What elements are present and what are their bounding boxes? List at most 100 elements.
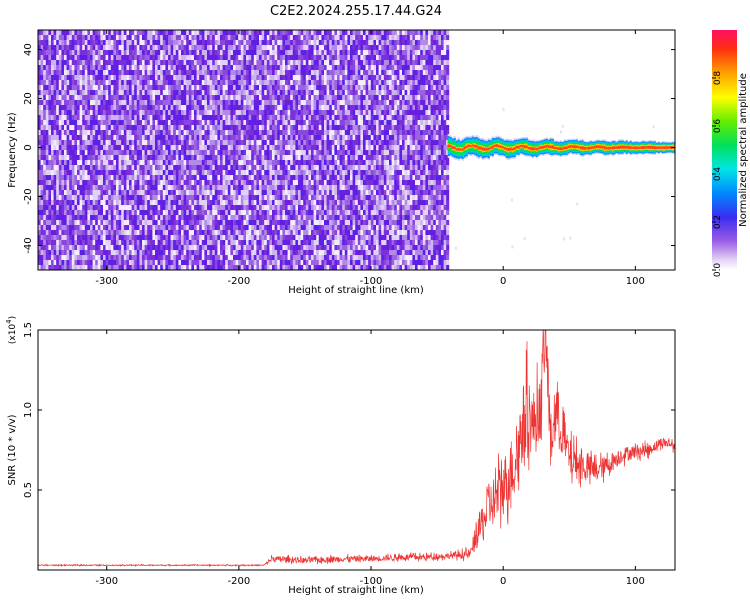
spectrogram-cell [277, 40, 281, 46]
spectrogram-cell [207, 95, 210, 101]
spectrogram-cell [110, 170, 114, 176]
spectrogram-cell [285, 235, 288, 241]
spectrogram-cell [40, 115, 44, 121]
spectrogram-cell [196, 175, 200, 181]
spectrogram-cell [222, 140, 226, 146]
spectrogram-cell [110, 210, 114, 216]
spectrogram-cell [300, 210, 304, 216]
spectrogram-cell [142, 220, 145, 226]
spectrogram-cell [240, 50, 244, 56]
spectrogram-cell [207, 130, 210, 136]
spectrogram-cell [103, 75, 106, 81]
spectrogram-cell [178, 155, 182, 161]
spectrogram-cell [222, 95, 226, 101]
spectrogram-cell [207, 220, 210, 226]
spectrogram-cell [186, 195, 190, 201]
spectrogram-cell [152, 230, 156, 236]
spectrogram-cell [256, 190, 260, 196]
spectrogram-cell [134, 35, 138, 41]
spectrogram-cell [274, 210, 278, 216]
spectrogram-cell [246, 90, 249, 96]
spectrogram-cell [116, 180, 119, 186]
spectrogram-cell [287, 140, 291, 146]
spectrogram-cell [139, 170, 143, 176]
spectrogram-cell [87, 115, 91, 121]
spectrogram-cell [272, 160, 275, 166]
spectrogram-cell [136, 55, 140, 61]
spectrogram-cell [136, 95, 140, 101]
spectrogram-cell [129, 60, 132, 66]
spectrogram-cell [253, 75, 257, 81]
spectrogram-cell [225, 35, 229, 41]
spectrogram-cell [155, 180, 158, 186]
spectrogram-cell [235, 140, 239, 146]
spectrogram-cell [110, 165, 114, 171]
spectrogram-cell [209, 80, 213, 86]
spectrogram-cell [196, 200, 200, 206]
spectrogram-cell [274, 265, 278, 270]
spectrogram-cell [214, 50, 218, 56]
spectrogram-cell [194, 260, 197, 266]
spectrogram-cell [123, 190, 127, 196]
spectrogram-cell [259, 220, 262, 226]
spectrogram-cell [155, 265, 158, 270]
spectrogram-cell [233, 255, 236, 261]
spectrogram-cell [123, 55, 127, 61]
spectrogram-cell [277, 195, 281, 201]
spectrogram-cell [136, 190, 140, 196]
spectrogram-cell [186, 190, 190, 196]
spectrogram-cell [269, 155, 273, 161]
spectrogram-cell [204, 210, 208, 216]
spectrogram-cell [212, 95, 216, 101]
spectrogram-cell [110, 195, 114, 201]
spectrogram-cell [181, 260, 184, 266]
spectrogram-cell [196, 210, 200, 216]
spectrogram-cell [139, 180, 143, 186]
spectrogram-cell [285, 140, 288, 146]
spectrogram-cell [204, 45, 208, 51]
spectrogram-cell [97, 70, 101, 76]
spectrogram-cell [95, 100, 99, 106]
spectrogram-cell [194, 160, 197, 166]
spectrogram-cell [77, 45, 80, 51]
spectrogram-cell [92, 250, 96, 256]
spectrogram-cell [97, 30, 101, 36]
spectrogram-cell [51, 200, 54, 206]
spectrogram-cell [147, 110, 151, 116]
spectrogram-cell [157, 210, 161, 216]
spectrogram-cell [134, 65, 138, 71]
spectrogram-cell [181, 100, 184, 106]
spectrogram-cell [105, 50, 109, 56]
spectrogram-cell [90, 250, 93, 256]
spectrogram-cell [269, 35, 273, 41]
spectrogram-cell [222, 180, 226, 186]
spectrogram-cell [136, 40, 140, 46]
spectrogram-cell [207, 110, 210, 116]
spectrogram-cell [116, 170, 119, 176]
spectrogram-cell [84, 175, 88, 181]
spectrogram-cell [71, 110, 75, 116]
spectrogram-cell [181, 60, 184, 66]
spectrogram-cell [287, 90, 291, 96]
spectrogram-cell [40, 110, 44, 116]
spectrogram-cell [274, 150, 278, 156]
spectrogram-cell [165, 225, 169, 231]
spectrogram-cell [87, 155, 91, 161]
spectrogram-cell [212, 110, 216, 116]
spectrogram-cell [40, 215, 44, 221]
spectrogram-cell [165, 230, 169, 236]
spectrogram-cell [274, 45, 278, 51]
spectrogram-cell [212, 235, 216, 241]
spectrogram-cell [64, 230, 67, 236]
spectrogram-cell [152, 45, 156, 51]
spectrogram-cell [40, 150, 44, 156]
spectrogram-cell [230, 135, 234, 141]
spectrogram-cell [178, 105, 182, 111]
spectrogram-cell [217, 65, 221, 71]
spectrogram-cell [144, 160, 148, 166]
spectrogram-cell [110, 30, 114, 36]
spectrogram-cell [305, 140, 309, 146]
spectrogram-cell [45, 90, 49, 96]
spectrogram-cell [79, 185, 83, 191]
spectrogram-cell [95, 65, 99, 71]
